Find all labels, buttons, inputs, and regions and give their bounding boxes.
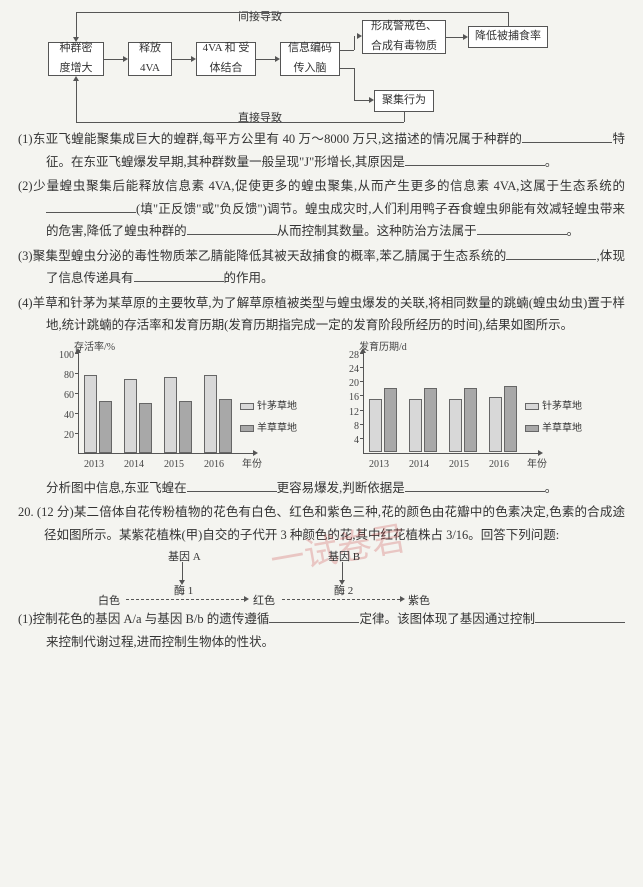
chart-devperiod: 发育历期/d4812162024282013201420152016年份针茅草地…	[333, 341, 588, 471]
chart-survival: 存活率/%204060801002013201420152016年份针茅草地羊草…	[48, 341, 303, 471]
geneB: 基因 B	[328, 548, 360, 568]
q2: (2)少量蝗虫聚集后能释放信息素 4VA,促使更多的蝗虫聚集,从而产生更多的信息…	[18, 175, 625, 243]
white: 白色	[98, 592, 120, 612]
box-lower: 降低被捕食率	[468, 26, 548, 48]
box-warn: 形成警戒色、 合成有毒物质	[362, 20, 446, 54]
box-bind: 4VA 和 受体结合	[196, 42, 256, 76]
charts-row: 存活率/%204060801002013201420152016年份针茅草地羊草…	[48, 341, 625, 471]
q4: (4)羊草和针茅为某草原的主要牧草,为了解草原植被类型与蝗虫爆发的关联,将相同数…	[18, 292, 625, 337]
q20-intro: 20. (12 分)某二倍体自花传粉植物的花色有白色、红色和紫色三种,花的颜色由…	[18, 501, 625, 546]
indirect-label: 间接导致	[238, 8, 282, 28]
q20-1: (1)控制花色的基因 A/a 与基因 B/b 的遗传遵循定律。该图体现了基因通过…	[18, 608, 625, 653]
synthesis-diagram: 基因 A 基因 B 酶 1 酶 2 白色 红色 紫色	[78, 548, 565, 606]
purple: 紫色	[408, 592, 430, 612]
direct-label: 直接导致	[238, 109, 282, 129]
q3: (3)聚集型蝗虫分泌的毒性物质苯乙腈能降低其被天敌捕食的概率,苯乙腈属于生态系统…	[18, 245, 625, 290]
q1: (1)东亚飞蝗能聚集成巨大的蝗群,每平方公里有 40 万～8000 万只,这描述…	[18, 128, 625, 173]
geneA: 基因 A	[168, 548, 201, 568]
box-signal: 信息编码 传入脑	[280, 42, 340, 76]
box-release: 释放 4VA	[128, 42, 172, 76]
q4-conclude: 分析图中信息,东亚飞蝗在更容易爆发,判断依据是。	[18, 477, 625, 500]
box-gather: 聚集行为	[374, 90, 434, 112]
box-density: 种群密 度增大	[48, 42, 104, 76]
red: 红色	[253, 592, 275, 612]
flow-diagram: 间接导致 种群密 度增大 释放 4VA 4VA 和 受体结合 信息编码 传入脑 …	[48, 12, 595, 122]
